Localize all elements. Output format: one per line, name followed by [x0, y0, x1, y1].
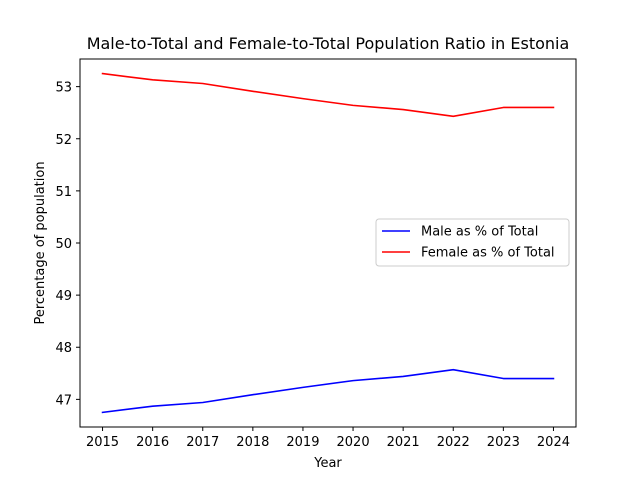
x-tick-label: 2015: [86, 435, 119, 450]
x-tick-label: 2019: [286, 435, 319, 450]
y-tick-label: 51: [55, 185, 72, 200]
legend-box: [375, 218, 570, 267]
x-tick-label: 2020: [337, 435, 370, 450]
y-tick-label: 49: [55, 289, 72, 304]
legend-label-female: Female as % of Total: [421, 246, 555, 261]
y-axis-label: Percentage of population: [33, 161, 48, 324]
x-axis-label: Year: [313, 456, 342, 471]
x-tick-label: 2022: [437, 435, 470, 450]
x-tick-label: 2018: [236, 435, 269, 450]
legend-label-male: Male as % of Total: [421, 225, 538, 240]
series-line-male: [101, 368, 555, 414]
x-tick-label: 2016: [136, 435, 169, 450]
x-tick-label: 2023: [487, 435, 520, 450]
y-tick-label: 53: [55, 81, 72, 96]
y-tick-label: 50: [55, 237, 72, 252]
y-tick-label: 48: [55, 341, 72, 356]
series-line-female: [101, 72, 555, 118]
x-tick-label: 2024: [537, 435, 570, 450]
chart-title: Male-to-Total and Female-to-Total Popula…: [87, 34, 570, 53]
y-tick-label: 47: [55, 393, 72, 408]
x-tick-label: 2021: [387, 435, 420, 450]
x-tick-label: 2017: [186, 435, 219, 450]
legend: Male as % of Total Female as % of Total: [375, 218, 570, 267]
y-tick-label: 52: [55, 133, 72, 148]
